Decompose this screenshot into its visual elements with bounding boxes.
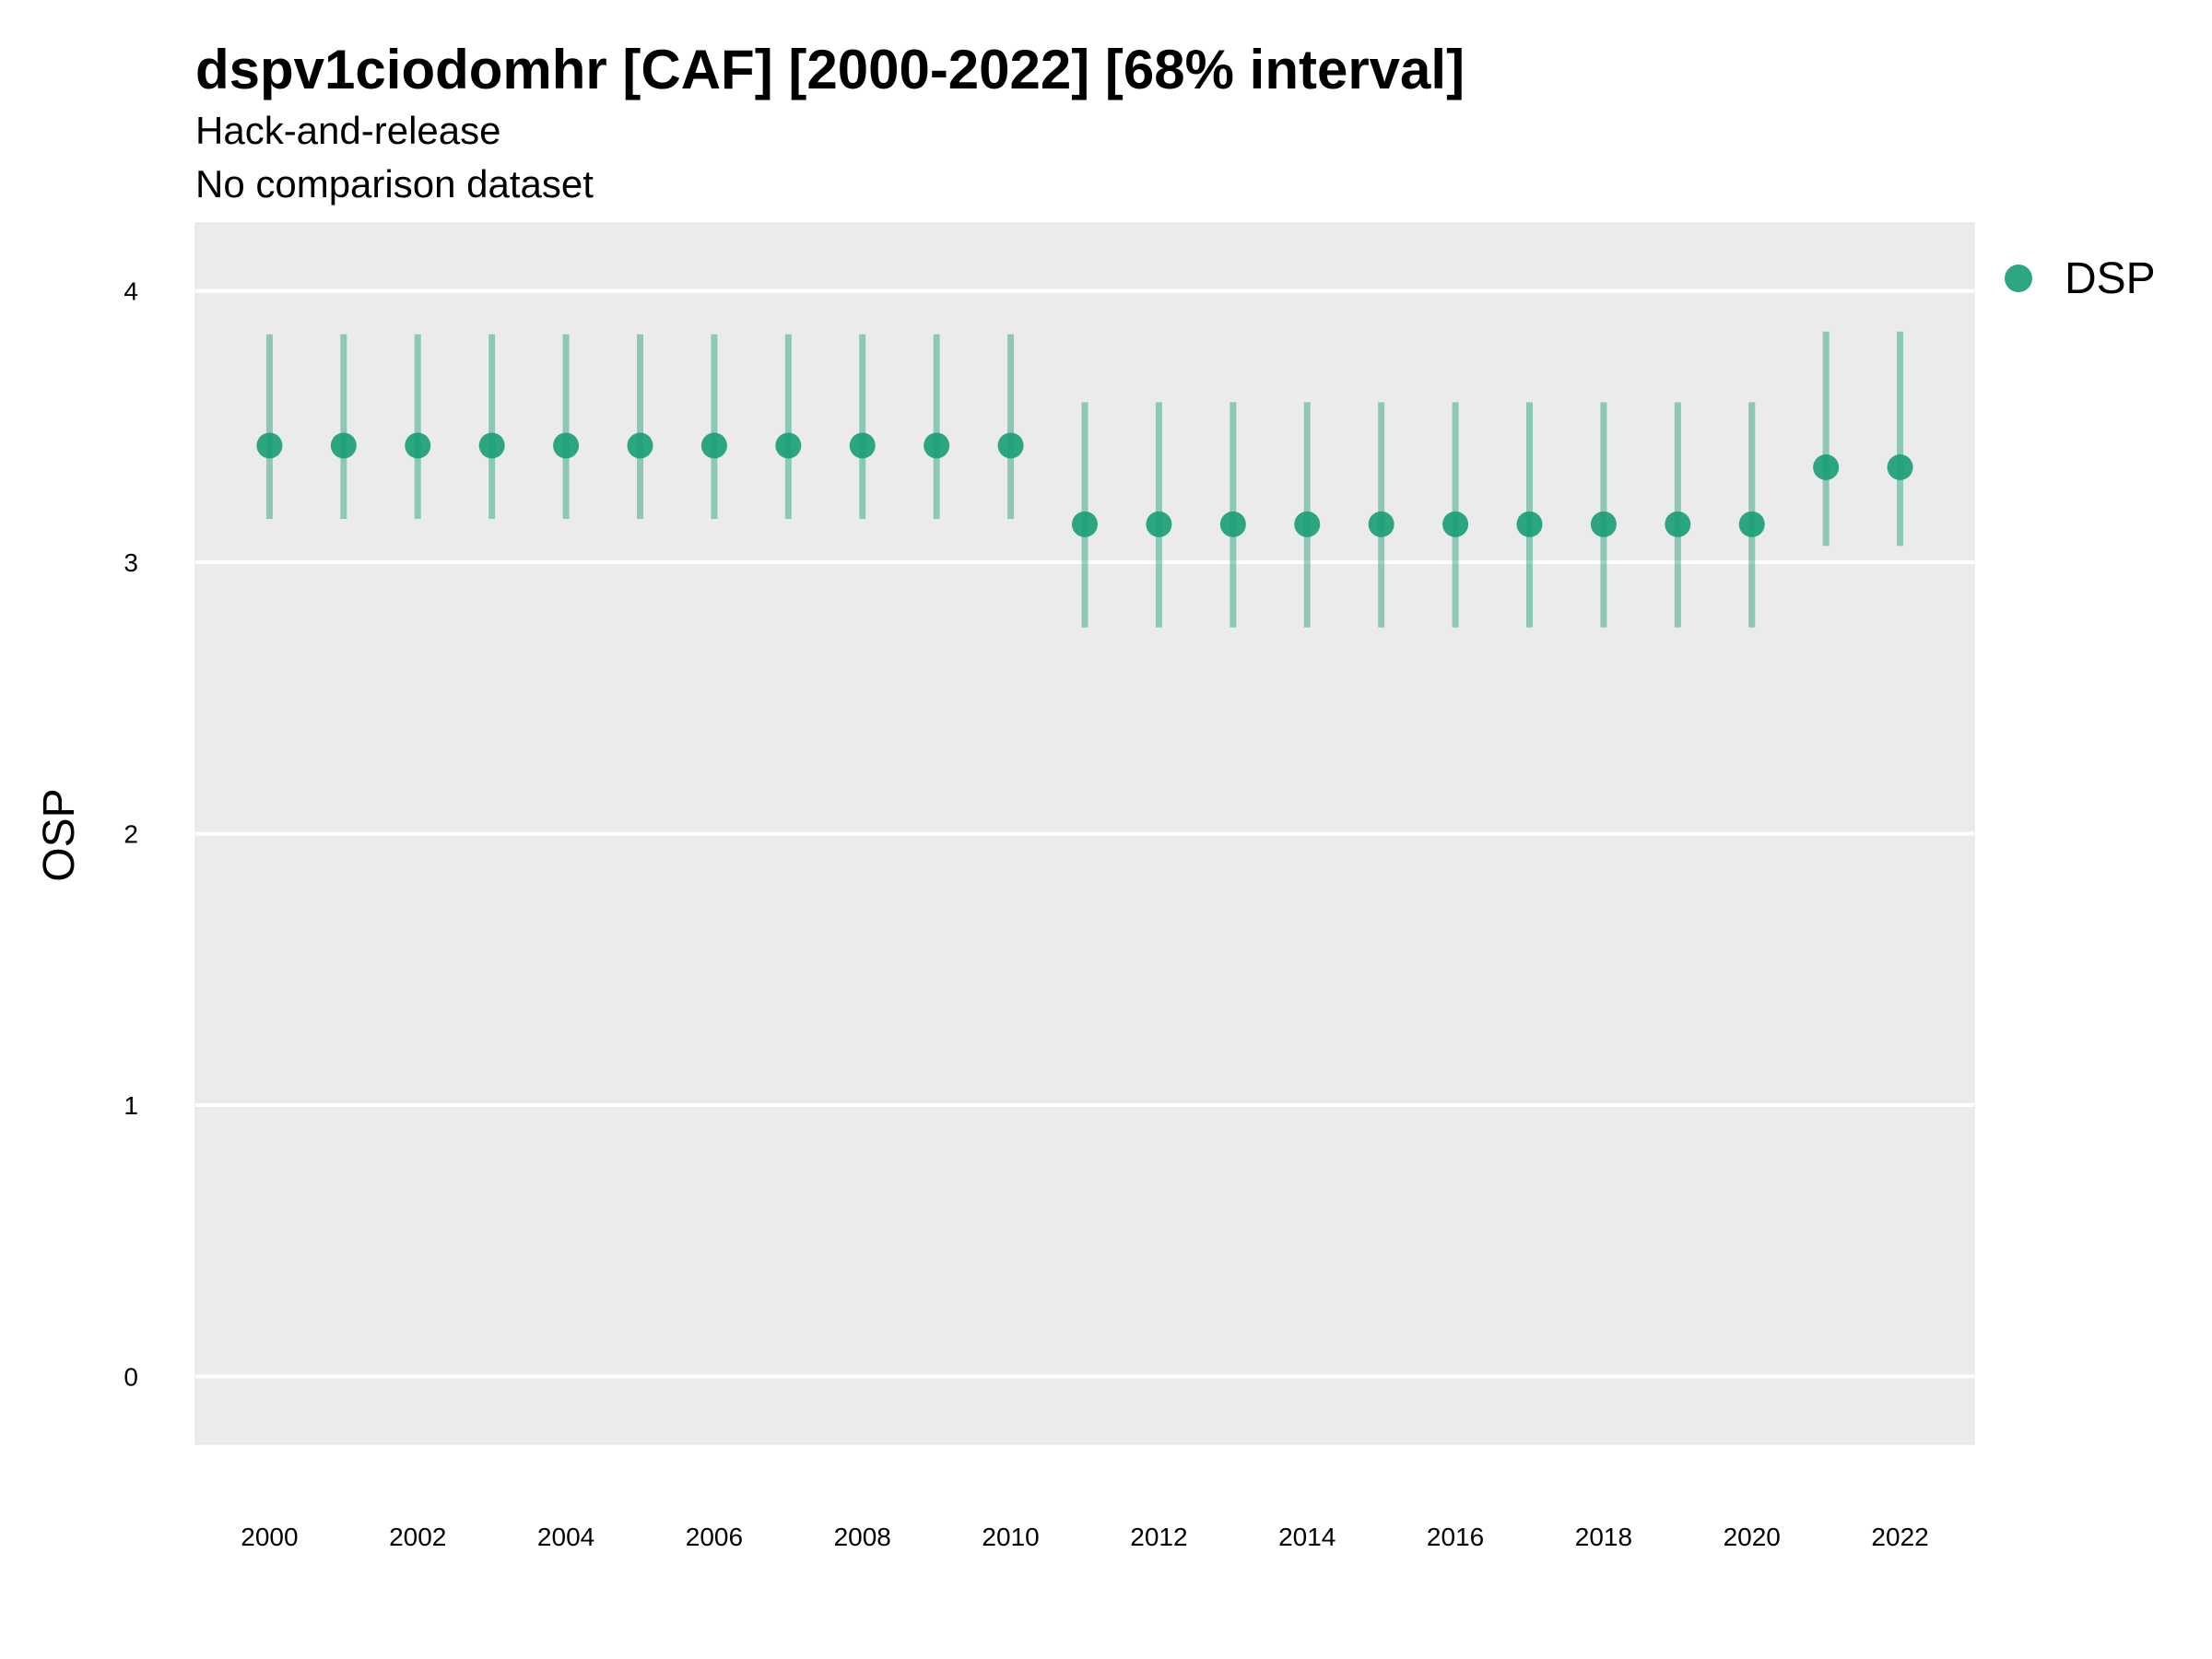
x-tick-label-2022: 2022 — [1871, 1523, 1928, 1551]
y-tick-label-1: 1 — [124, 1091, 138, 1120]
legend-key-dsp — [2005, 265, 2032, 292]
data-point-2017[interactable] — [1516, 511, 1543, 537]
data-point-2022[interactable] — [1887, 454, 1913, 480]
x-tick-label-2006: 2006 — [686, 1523, 743, 1551]
x-tick-label-2016: 2016 — [1427, 1523, 1484, 1551]
data-point-2020[interactable] — [1738, 511, 1765, 537]
x-tick-label-2002: 2002 — [389, 1523, 446, 1551]
legend[interactable]: DSP — [2005, 254, 2156, 303]
x-tick-label-2000: 2000 — [241, 1523, 298, 1551]
data-point-2019[interactable] — [1665, 511, 1691, 537]
x-axis-ticks: 2000 2002 2004 2006 2008 2010 2012 2014 2016 2018… — [241, 1523, 1928, 1551]
y-tick-label-4: 4 — [124, 277, 138, 306]
x-tick-label-2014: 2014 — [1278, 1523, 1335, 1551]
data-point-2014[interactable] — [1294, 511, 1321, 537]
y-axis-title: OSP — [35, 788, 84, 881]
data-point-2015[interactable] — [1368, 511, 1394, 537]
data-point-2001[interactable] — [330, 432, 357, 459]
x-tick-label-2020: 2020 — [1724, 1523, 1781, 1551]
data-point-2010[interactable] — [997, 432, 1024, 459]
x-tick-label-2008: 2008 — [834, 1523, 891, 1551]
data-point-2009[interactable] — [924, 432, 950, 459]
data-point-2016[interactable] — [1442, 511, 1469, 537]
data-point-2003[interactable] — [478, 432, 505, 459]
y-tick-label-0: 0 — [124, 1362, 138, 1391]
data-point-2018[interactable] — [1590, 511, 1617, 537]
series-layer — [256, 331, 1913, 628]
y-tick-label-3: 3 — [124, 548, 138, 577]
data-point-2006[interactable] — [700, 432, 727, 459]
data-point-2008[interactable] — [849, 432, 876, 459]
data-point-2011[interactable] — [1072, 511, 1098, 537]
y-tick-label-2: 2 — [124, 820, 138, 849]
data-point-2004[interactable] — [553, 432, 580, 459]
legend-label-dsp: DSP — [2065, 254, 2156, 303]
data-point-2007[interactable] — [775, 432, 802, 459]
x-tick-label-2010: 2010 — [982, 1523, 1039, 1551]
data-point-2021[interactable] — [1813, 454, 1840, 480]
x-tick-label-2018: 2018 — [1575, 1523, 1632, 1551]
data-point-2012[interactable] — [1146, 511, 1172, 537]
chart-subtitle-line-2: No comparison dataset — [195, 162, 594, 206]
chart-subtitle-line-1: Hack-and-release — [195, 109, 501, 152]
gridlines — [195, 288, 1974, 1379]
chart-title: dspv1ciodomhr [CAF] [2000-2022] [68% int… — [195, 39, 1465, 100]
data-point-2005[interactable] — [627, 432, 653, 459]
x-tick-label-2004: 2004 — [537, 1523, 594, 1551]
data-point-2000[interactable] — [256, 432, 283, 459]
y-axis-ticks: 0 1 2 3 4 — [124, 277, 138, 1392]
data-point-2002[interactable] — [405, 432, 431, 459]
x-tick-label-2012: 2012 — [1130, 1523, 1187, 1551]
data-point-2013[interactable] — [1219, 511, 1246, 537]
